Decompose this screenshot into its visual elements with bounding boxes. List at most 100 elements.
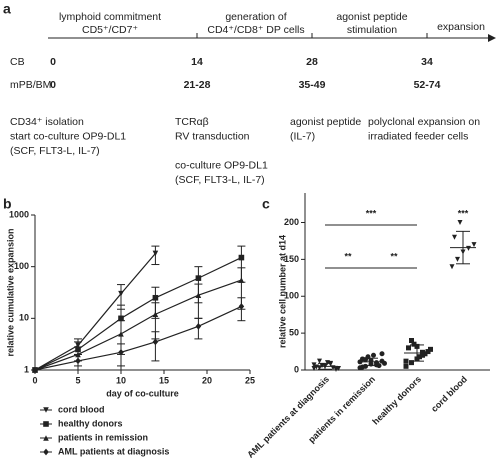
marker	[152, 250, 159, 257]
timeline-arrow	[488, 34, 496, 42]
legend-label: cord blood	[58, 404, 105, 414]
y-tick-label: 100	[284, 291, 299, 301]
phase-label: lymphoid commitment	[59, 11, 161, 23]
marker	[238, 303, 245, 310]
legend-marker	[43, 421, 49, 427]
marker	[118, 315, 124, 322]
marker	[152, 311, 159, 318]
marker	[317, 358, 322, 364]
note: CD34⁺ isolation	[10, 116, 84, 128]
marker	[118, 290, 124, 297]
note: agonist peptide	[290, 116, 361, 128]
marker	[195, 292, 202, 299]
x-tick-label: AML patients at diagnosis	[245, 374, 331, 458]
x-tick-label: cord blood	[429, 374, 469, 414]
row-label: mPB/BM	[10, 79, 51, 91]
day-label: 34	[421, 56, 433, 68]
series-line	[34, 279, 242, 371]
marker	[152, 294, 159, 301]
marker	[152, 338, 159, 346]
panel-label: b	[3, 196, 12, 212]
phase-label: CD5⁺/CD7⁺	[82, 24, 138, 36]
y-tick-label: 1000	[9, 209, 29, 219]
y-axis-label: relative cell number at d14	[277, 235, 287, 348]
marker	[118, 331, 124, 337]
phase-label: expansion	[437, 21, 485, 33]
significance: ***	[458, 208, 469, 218]
marker	[371, 352, 376, 358]
note: RV transduction	[175, 130, 250, 142]
significance: **	[390, 251, 398, 261]
marker	[75, 357, 81, 365]
x-tick-label: 0	[32, 375, 37, 385]
y-axis-label: relative cumulative expansion	[5, 228, 15, 356]
y-tick-label: 1	[24, 364, 29, 374]
day-label: 35-49	[299, 79, 326, 91]
panel-label: a	[3, 1, 11, 17]
x-tick-label: 20	[202, 375, 212, 385]
day-label: 14	[191, 56, 203, 68]
marker	[428, 346, 433, 352]
note: start co-culture OP9-DL1	[10, 130, 126, 142]
note: co-culture OP9-DL1	[175, 159, 268, 171]
marker	[333, 366, 339, 372]
series-line	[34, 253, 156, 371]
marker	[409, 360, 414, 366]
x-tick-label: 25	[245, 375, 255, 385]
day-label: 0	[50, 79, 56, 91]
x-tick-label: 10	[116, 375, 126, 385]
note: polyclonal expansion on	[368, 116, 480, 128]
phase-label: stimulation	[347, 24, 397, 36]
marker	[406, 345, 411, 351]
marker	[409, 338, 414, 343]
marker	[195, 322, 202, 330]
marker	[374, 362, 379, 368]
note: (IL-7)	[290, 130, 315, 142]
note: (SCF, FLT3-L, IL-7)	[10, 145, 100, 157]
marker	[311, 366, 317, 372]
legend-label: AML patients at diagnosis	[58, 446, 169, 456]
marker	[314, 364, 319, 370]
legend-marker	[43, 435, 49, 441]
note: irradiated feeder cells	[368, 130, 468, 142]
series-line	[34, 257, 242, 371]
marker	[403, 358, 409, 364]
x-tick-label: 15	[159, 375, 169, 385]
phase-label: agonist peptide	[336, 11, 407, 23]
marker	[466, 245, 471, 251]
y-tick-label: 50	[289, 328, 299, 338]
marker	[455, 256, 460, 262]
day-label: 21-28	[184, 79, 211, 91]
marker	[238, 254, 245, 261]
marker	[417, 354, 422, 360]
day-label: 52-74	[414, 79, 441, 91]
marker	[311, 362, 317, 368]
marker	[420, 349, 425, 355]
marker	[411, 341, 417, 347]
marker	[238, 277, 245, 283]
legend-marker	[43, 407, 49, 413]
note: (SCF, FLT3-L, IL-7)	[175, 174, 265, 186]
marker	[195, 275, 202, 281]
significance: **	[344, 251, 352, 261]
legend-marker	[43, 448, 49, 456]
series-line	[34, 305, 242, 371]
phase-label: generation of	[225, 11, 286, 23]
x-tick-label: 5	[75, 375, 80, 385]
x-tick-label: healthy donors	[370, 374, 423, 427]
marker	[457, 220, 463, 225]
marker	[403, 363, 409, 369]
panel-label: c	[262, 196, 270, 212]
significance: ***	[366, 208, 377, 218]
y-tick-label: 100	[14, 261, 29, 271]
y-tick-label: 0	[294, 364, 299, 374]
row-label: CB	[10, 56, 25, 68]
note: TCRαβ	[175, 116, 209, 128]
day-label: 28	[306, 56, 318, 68]
marker	[452, 234, 457, 240]
y-tick-label: 150	[284, 254, 299, 264]
marker	[32, 366, 38, 374]
x-axis-label: day of co-culture	[106, 388, 179, 398]
y-tick-label: 200	[284, 217, 299, 227]
